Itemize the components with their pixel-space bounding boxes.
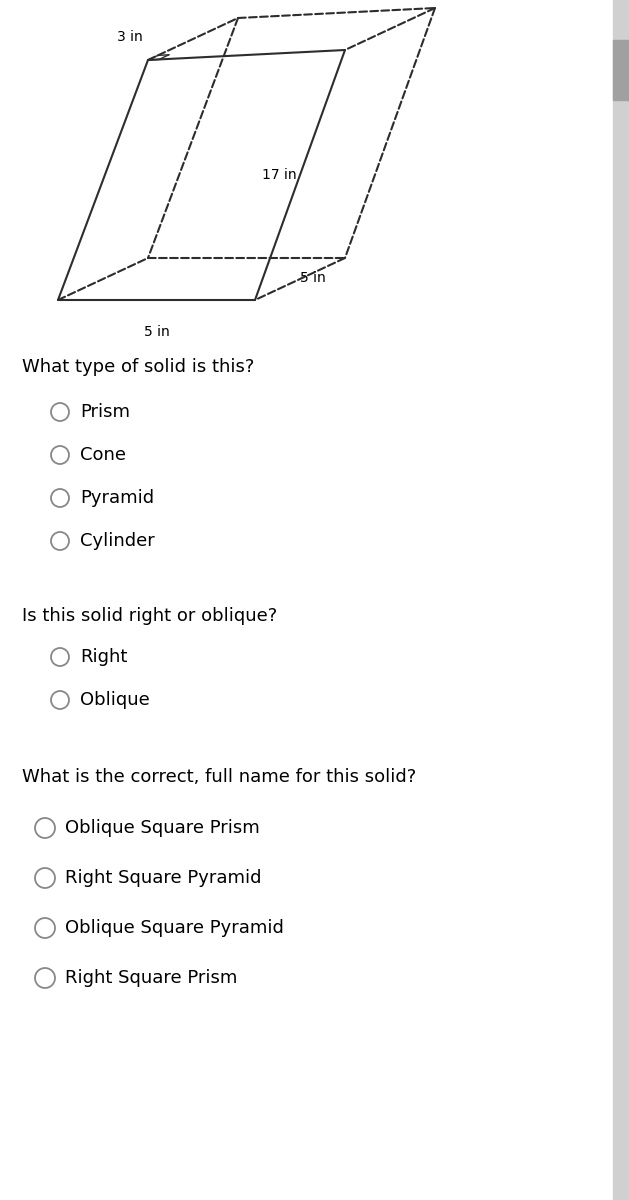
Text: Right Square Prism: Right Square Prism: [65, 970, 237, 986]
Text: Oblique Square Pyramid: Oblique Square Pyramid: [65, 919, 284, 937]
Text: Cone: Cone: [80, 446, 126, 464]
Text: What is the correct, full name for this solid?: What is the correct, full name for this …: [22, 768, 416, 786]
Text: 5 in: 5 in: [300, 271, 326, 284]
Text: Cylinder: Cylinder: [80, 532, 155, 550]
Text: Prism: Prism: [80, 403, 130, 421]
Text: 17 in: 17 in: [262, 168, 297, 182]
Text: Oblique Square Prism: Oblique Square Prism: [65, 818, 260, 838]
Text: 5 in: 5 in: [143, 325, 169, 338]
Text: Pyramid: Pyramid: [80, 490, 154, 506]
Text: Oblique: Oblique: [80, 691, 150, 709]
Text: Right: Right: [80, 648, 128, 666]
Text: What type of solid is this?: What type of solid is this?: [22, 358, 254, 376]
Text: Right Square Pyramid: Right Square Pyramid: [65, 869, 262, 887]
Bar: [613, 40, 629, 100]
Bar: [613, 0, 629, 1200]
Text: Is this solid right or oblique?: Is this solid right or oblique?: [22, 607, 277, 625]
Text: 3 in: 3 in: [117, 30, 143, 44]
